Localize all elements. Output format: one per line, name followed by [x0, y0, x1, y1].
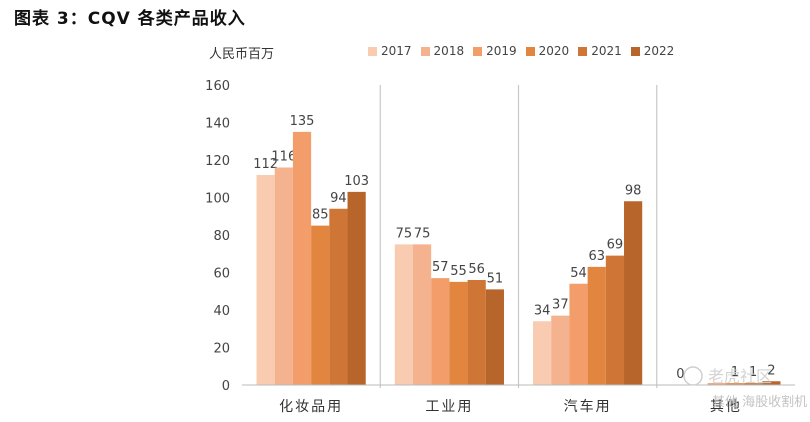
- bar-2018: [274, 167, 293, 385]
- y-tick-label: 40: [213, 304, 230, 319]
- legend-swatch: [420, 46, 430, 56]
- legend-label: 2019: [486, 44, 517, 58]
- data-label: 0: [676, 367, 684, 382]
- bar-2017: [394, 244, 413, 385]
- legend-item-2018: 2018: [420, 44, 465, 58]
- bar-2020: [587, 266, 606, 385]
- data-label: 2: [767, 363, 775, 378]
- bar-2021: [605, 255, 625, 385]
- bar-2020: [449, 281, 468, 385]
- data-label: 98: [625, 183, 642, 198]
- bar-2021: [329, 208, 348, 385]
- bar-2022: [485, 289, 504, 385]
- legend-swatch: [473, 46, 483, 56]
- figure-title: 图表 3：CQV 各类产品收入: [14, 9, 246, 29]
- legend-swatch: [525, 46, 535, 56]
- data-label: 37: [552, 298, 569, 313]
- data-label: 116: [271, 150, 296, 165]
- legend-swatch: [578, 46, 588, 56]
- legend-swatch: [368, 46, 377, 56]
- bar-2022: [347, 191, 366, 385]
- data-label: 75: [414, 226, 431, 241]
- category-label: 工业用: [425, 399, 473, 415]
- data-label: 54: [570, 266, 587, 281]
- y-tick-label: 140: [205, 117, 230, 132]
- watermark-logo-icon: [683, 366, 703, 386]
- data-label: 69: [607, 238, 624, 253]
- bar-2018: [551, 315, 570, 385]
- data-label: 112: [253, 157, 278, 172]
- data-label: 75: [396, 226, 413, 241]
- legend: 2017 2018 2019 2020 2021 2022: [368, 44, 674, 58]
- data-label: 56: [468, 262, 485, 277]
- y-tick-label: 120: [205, 154, 230, 169]
- unit-label: 人民币百万: [209, 47, 275, 62]
- y-tick-label: 80: [213, 229, 230, 244]
- data-label: 135: [290, 114, 315, 129]
- legend-label: 2018: [433, 44, 465, 58]
- legend-item-2019: 2019: [473, 44, 517, 58]
- legend-swatch: [630, 46, 640, 56]
- data-label: 1: [749, 365, 757, 380]
- legend-item-2022: 2022: [630, 44, 675, 58]
- legend-label: 2022: [643, 44, 675, 58]
- data-label: 1: [731, 365, 739, 380]
- bar-2020: [725, 383, 745, 385]
- category-label: 其他: [710, 399, 742, 415]
- y-tick-label: 60: [213, 267, 230, 282]
- bar-2022: [624, 201, 643, 385]
- category-label: 汽车用: [564, 398, 612, 415]
- data-label: 57: [432, 260, 449, 275]
- bar-2020: [311, 225, 330, 385]
- category-label: 化妆品用: [279, 399, 343, 415]
- legend-item-2021: 2021: [578, 44, 622, 58]
- legend-item-2017: 2017: [368, 44, 412, 58]
- bar-2019: [707, 383, 726, 385]
- data-label: 94: [330, 191, 347, 206]
- bar-2018: [412, 244, 432, 385]
- data-label: 85: [312, 208, 329, 223]
- legend-label: 2020: [538, 44, 570, 58]
- data-label: 63: [588, 249, 605, 264]
- bar-2017: [533, 321, 552, 385]
- y-tick-label: 160: [205, 79, 230, 94]
- legend-label: 2017: [381, 44, 412, 58]
- y-tick-label: 0: [222, 379, 230, 394]
- bar-2019: [569, 283, 588, 385]
- bar-2019: [292, 131, 312, 385]
- bar-2021: [467, 280, 486, 385]
- watermark-text: 老虎社区: [708, 367, 772, 386]
- data-label: 51: [487, 271, 504, 286]
- y-tick-label: 100: [205, 192, 230, 207]
- bar-2017: [256, 175, 275, 385]
- data-label: 55: [450, 264, 467, 279]
- bar-2019: [431, 278, 450, 385]
- data-label: 34: [534, 303, 551, 318]
- data-label: 103: [344, 174, 369, 189]
- watermark-sub: 其他 海股收割机: [712, 394, 807, 410]
- bar-2022: [762, 381, 781, 385]
- legend-label: 2021: [591, 44, 622, 58]
- y-tick-label: 20: [213, 342, 230, 357]
- legend-item-2020: 2020: [525, 44, 570, 58]
- bar-2021: [744, 383, 763, 385]
